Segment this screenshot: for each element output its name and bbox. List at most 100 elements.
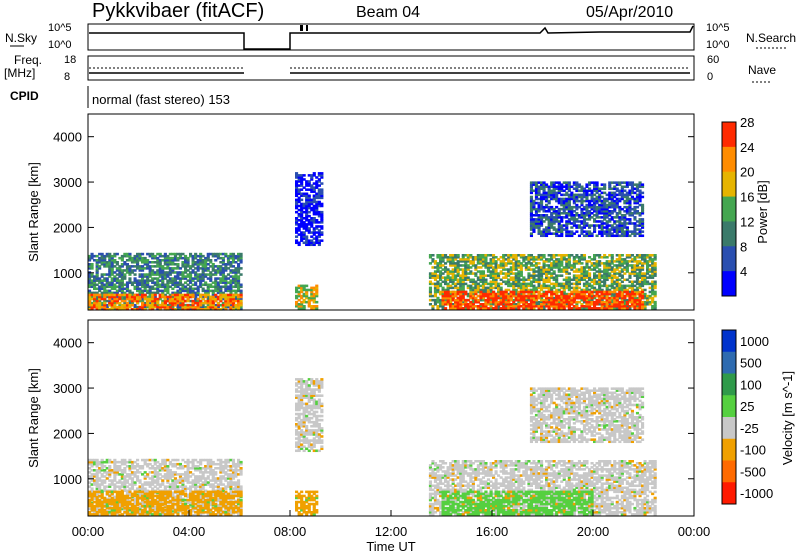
echo-cell [441,276,445,279]
echo-cell [562,181,566,184]
echo-cell [151,265,155,268]
echo-cell [598,268,602,271]
echo-cell [550,189,554,193]
echo-cell [128,277,132,280]
echo-cell [199,267,203,270]
echo-cell [613,305,617,308]
echo-cell [436,282,440,286]
echo-cell [146,299,150,303]
echo-cell [600,183,604,186]
echo-cell [191,283,195,287]
echo-cell [239,259,243,262]
echo-cell [651,284,655,288]
echo-cell [635,220,640,223]
echo-cell [471,290,475,294]
echo-cell [201,308,205,311]
echo-cell [600,290,604,294]
echo-cell [585,195,589,199]
echo-cell [620,224,624,227]
echo-cell [494,280,498,284]
echo-cell [310,307,314,310]
echo-cell [519,254,523,257]
echo-cell [534,303,539,306]
echo-cell [226,277,231,280]
echo-cell [216,303,220,307]
echo-cell [600,222,604,225]
echo-cell [494,260,498,263]
echo-cell [527,303,531,306]
echo-cell [572,288,576,292]
echo-cell [486,266,491,269]
echo-cell [552,256,556,259]
echo-cell [570,286,574,290]
echo-cell [580,292,584,296]
echo-cell [509,262,513,265]
echo-cell [231,279,236,282]
echo-cell [141,289,145,293]
echo-cell [219,297,223,301]
echo-cell [439,272,443,275]
echo-cell [598,307,602,310]
echo-cell [590,189,594,193]
echo-cell [229,291,233,295]
echo-cell [542,298,546,302]
echo-cell [229,293,233,297]
echo-cell [479,278,483,282]
echo-cell [206,256,210,260]
echo-cell [226,297,231,301]
echo-cell [582,282,587,286]
echo-cell [608,260,612,263]
echo-cell [110,308,114,311]
echo-cell [575,254,579,257]
echo-cell [552,254,556,257]
echo-cell [168,256,172,260]
echo-cell [651,307,655,310]
echo-cell [166,299,170,303]
echo-cell [178,283,183,287]
echo-cell [507,294,511,298]
echo-cell [570,214,574,217]
echo-cell [441,307,445,310]
echo-cell [471,300,475,304]
echo-cell [613,234,617,238]
echo-cell [575,226,579,229]
echo-cell [623,189,627,193]
echo-cell [595,220,599,223]
echo-cell [547,226,551,229]
echo-cell [194,287,198,291]
echo-cell [194,283,198,287]
echo-cell [502,276,506,279]
echo-cell [497,290,501,294]
echo-cell [151,252,155,256]
echo-cell [613,222,617,225]
echo-cell [176,308,180,311]
echo-cell [295,202,299,206]
echo-cell [582,305,587,308]
echo-cell [565,294,569,298]
echo-cell [598,286,602,290]
echo-cell [542,282,546,286]
echo-cell [567,212,571,215]
echo-cell [100,295,104,299]
echo-cell [507,260,511,263]
echo-cell [570,298,574,302]
echo-cell [312,231,316,234]
echo-cell [613,203,617,207]
echo-cell [449,296,453,300]
echo-cell [529,216,534,219]
echo-cell [141,265,145,268]
echo-cell [300,217,304,220]
echo-cell [504,300,508,304]
echo-cell [305,192,309,196]
echo-cell [638,199,642,203]
echo-cell [433,262,438,265]
echo-cell [653,280,657,284]
echo-cell [320,176,324,179]
echo-cell [449,258,453,261]
echo-cell [562,286,566,290]
echo-cell [560,230,564,233]
echo-cell [163,277,167,280]
echo-cell [229,303,233,307]
echo-cell [471,264,475,267]
echo-cell [557,191,561,195]
